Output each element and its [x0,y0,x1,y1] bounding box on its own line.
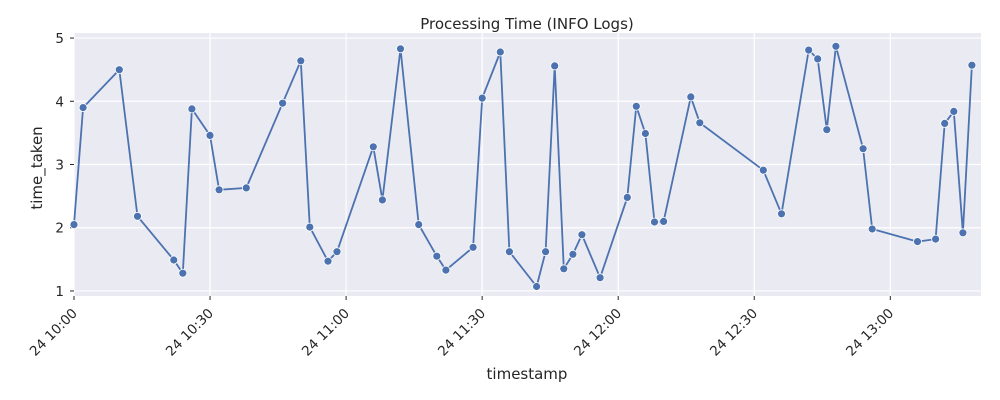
data-point [550,61,560,71]
data-point [396,44,405,54]
data-point [133,211,142,221]
data-point [477,93,487,103]
data-point [541,247,550,257]
data-point [686,92,696,102]
y-axis: 1 2 3 4 5 [55,31,74,300]
x-tick-label: 24 11:30 [435,306,489,360]
data-point [831,41,841,51]
x-axis-label: timestamp [487,365,568,383]
data-point [432,251,442,261]
data-point [441,265,451,275]
data-point [368,142,378,152]
x-tick-label: 24 10:00 [27,306,81,360]
data-point [813,54,823,64]
data-point [323,256,333,266]
series-layer [69,41,977,291]
data-point [305,222,315,232]
data-point [114,65,124,75]
data-point [822,125,832,135]
data-point [577,230,587,240]
data-point [867,224,877,234]
data-point [695,118,705,128]
data-point [858,144,868,154]
x-tick-label: 24 12:00 [571,306,625,360]
data-point [178,268,188,278]
data-point [595,273,605,283]
data-point [278,98,288,108]
y-tick-label: 2 [55,221,64,237]
data-point [241,183,251,193]
data-point [777,209,786,219]
data-point [659,216,668,226]
data-point [205,130,215,140]
data-point [758,165,768,175]
data-point [622,192,632,202]
data-point [641,129,650,138]
data-point [214,185,224,195]
y-gridlines [74,37,981,292]
data-point [504,247,514,257]
data-point [187,104,197,114]
data-point [69,220,79,230]
data-point [532,282,541,291]
data-point [949,107,959,116]
data-point [931,234,940,244]
data-point [940,119,950,128]
data-point [650,217,659,227]
y-axis-label: time_taken [28,126,47,209]
data-point [414,220,424,230]
chart-title: Processing Time (INFO Logs) [420,15,634,33]
x-tick-label: 24 10:30 [163,306,217,360]
data-point [958,228,968,238]
data-point [468,242,478,252]
data-point [913,237,922,247]
x-tick-label: 24 12:30 [707,306,761,360]
data-point [169,255,179,265]
data-point [631,101,641,111]
data-point [296,56,306,66]
data-point [804,45,814,55]
data-point [332,247,342,257]
y-tick-label: 4 [55,94,64,110]
y-tick-label: 5 [55,31,64,47]
data-point [78,103,88,112]
data-point [495,47,505,57]
x-tick-label: 24 13:00 [843,306,897,360]
data-point [377,195,387,205]
data-point [559,264,569,274]
y-tick-label: 3 [55,158,64,174]
x-tick-label: 24 11:00 [299,306,353,360]
data-point [568,249,578,259]
data-point [967,60,977,70]
y-tick-label: 1 [55,284,64,300]
x-axis: 24 10:00 24 10:30 24 11:00 24 11:30 24 12:00… [27,296,897,360]
